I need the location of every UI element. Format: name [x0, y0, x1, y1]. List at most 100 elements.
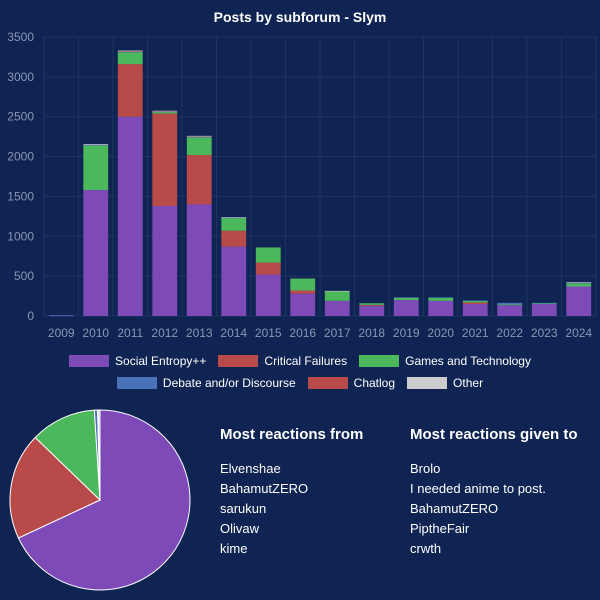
bar-segment: [324, 300, 350, 316]
x-tick-label: 2020: [427, 326, 454, 340]
bar-segment: [152, 205, 178, 316]
legend-swatch: [307, 377, 348, 389]
bar-segment: [152, 111, 178, 114]
legend-label: Debate and/or Discourse: [162, 376, 296, 390]
bar-segment: [117, 51, 143, 53]
chart-title: Posts by subforum - Slym: [213, 9, 387, 25]
pie-slice: [97, 409, 101, 501]
bar-segment: [221, 230, 247, 247]
x-tick-label: 2016: [289, 326, 316, 340]
pie-slice: [34, 409, 101, 502]
list-item: BahamutZERO: [220, 481, 309, 496]
reactions-to-list: Brolo I needed anime to post. BahamutZERO P…: [410, 459, 578, 559]
bar-segment: [497, 305, 523, 316]
bar-segment: [186, 136, 212, 137]
bar-segment: [221, 217, 247, 231]
bar-segment: [186, 204, 212, 316]
list-item: BahamutZERO: [410, 501, 499, 516]
bar-segment: [117, 64, 143, 117]
list-item: Olivaw: [220, 521, 260, 536]
bar-segment: [428, 297, 454, 298]
bar-segment: [83, 145, 109, 146]
reactions-from-list: Elvenshae BahamutZERO sarukun Olivaw kime: [220, 459, 363, 559]
bar-segment: [152, 110, 178, 112]
bar-segment: [324, 290, 350, 292]
legend-item[interactable]: Critical Failures: [218, 354, 347, 368]
list-item: PiptheFair: [410, 521, 470, 536]
bar-segment: [566, 286, 592, 316]
bar-segment: [117, 50, 143, 52]
bar-segment: [566, 282, 592, 284]
y-tick-label: 0: [27, 309, 34, 323]
bar-segment: [462, 300, 488, 302]
legend-label: Critical Failures: [264, 354, 348, 368]
pie-slice: [17, 409, 191, 591]
x-tick-label: 2014: [220, 326, 247, 340]
legend-item[interactable]: Chatlog: [307, 376, 396, 390]
bar-segment: [393, 300, 419, 316]
x-tick-label: 2015: [255, 326, 282, 340]
legend-swatch: [116, 377, 157, 389]
x-tick-label: 2013: [186, 326, 213, 340]
list-item: Elvenshae: [220, 461, 281, 476]
x-tick-label: 2019: [393, 326, 420, 340]
list-item: crwth: [410, 541, 442, 556]
legend-swatch: [218, 355, 259, 367]
bar-segment: [359, 303, 385, 305]
bar-segment: [255, 247, 281, 263]
reactions-from-section: Most reactions from Elvenshae BahamutZERO…: [220, 426, 363, 559]
legend-item[interactable]: Other: [407, 376, 483, 390]
bar-segment: [428, 300, 454, 316]
reactions-from-title: Most reactions from: [220, 426, 364, 443]
x-tick-label: 2012: [151, 326, 178, 340]
bar-segment: [290, 290, 316, 294]
bar-segment: [221, 217, 247, 219]
bar-segment: [255, 274, 281, 316]
bar-segment: [152, 111, 178, 112]
bar-segment: [428, 297, 454, 301]
bar-segment: [117, 52, 143, 65]
bar-segment: [83, 190, 109, 316]
pie-slice: [9, 436, 101, 539]
bar-segment: [462, 302, 488, 305]
bar-segment: [48, 315, 74, 317]
bar-segment: [324, 291, 350, 301]
bar-segment: [186, 135, 212, 137]
y-tick-label: 3000: [7, 70, 34, 84]
bar-segment: [393, 297, 419, 301]
bar-segment: [83, 144, 109, 146]
legend-item[interactable]: Games and Technology: [359, 354, 531, 368]
bar-segment: [48, 315, 74, 316]
bar-segment: [393, 297, 419, 298]
legend-label: Chatlog: [353, 376, 396, 390]
pie-chart: [9, 409, 191, 591]
legend-row: Debate and/or Discourse Chatlog Other: [0, 376, 600, 390]
bar-segment: [117, 116, 143, 316]
bar-segment: [152, 113, 178, 206]
x-tick-label: 2010: [82, 326, 109, 340]
legend-label: Games and Technology: [405, 354, 531, 368]
bar-segment: [462, 300, 488, 303]
x-tick-label: 2022: [496, 326, 523, 340]
legend-label: Other: [453, 376, 484, 390]
y-tick-label: 3500: [7, 30, 34, 44]
legend-label: Social Entropy++: [115, 354, 207, 368]
list-item: Brolo: [410, 461, 441, 476]
reactions-to-section: Most reactions given to Brolo I needed an…: [410, 426, 578, 559]
legend-item[interactable]: Debate and/or Discourse: [116, 376, 296, 390]
bar-segment: [566, 282, 592, 283]
bar-segment: [186, 136, 212, 138]
legend-item[interactable]: Social Entropy++: [69, 354, 206, 368]
stacked-bar-chart: 0 500 1000 1500 2000 2500 3000 3500 2009 2010 2011…: [7, 30, 597, 340]
list-item: I needed anime to post.: [410, 481, 546, 496]
bar-segment: [221, 246, 247, 316]
y-tick-label: 500: [14, 269, 34, 283]
x-tick-label: 2011: [117, 326, 143, 340]
x-tick-label: 2017: [324, 326, 351, 340]
y-tick-label: 2000: [7, 150, 34, 164]
bar-segment: [290, 293, 316, 316]
y-tick-label: 2500: [7, 110, 34, 124]
y-tick-label: 1000: [7, 229, 34, 243]
legend-swatch: [359, 355, 400, 367]
legend-swatch: [407, 377, 448, 389]
